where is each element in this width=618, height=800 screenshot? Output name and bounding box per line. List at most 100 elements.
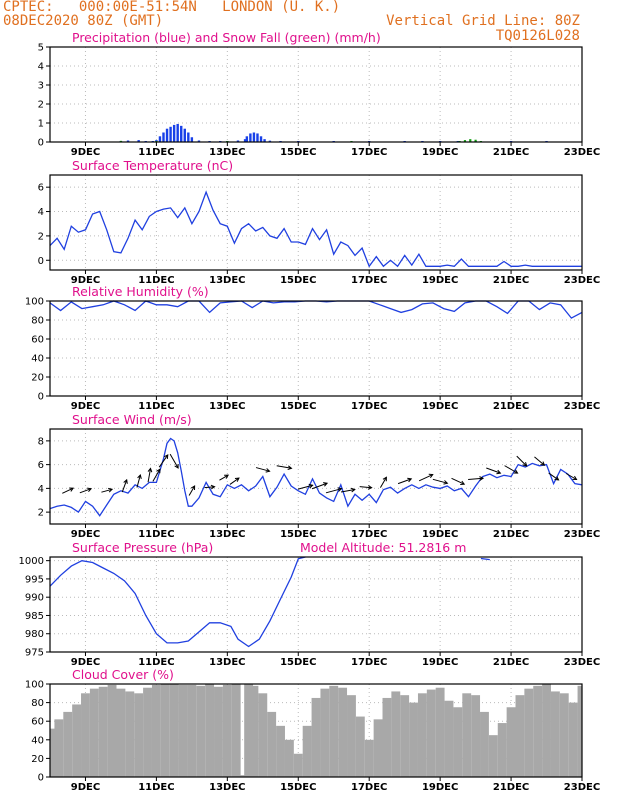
wind-arrow xyxy=(432,478,448,484)
cloud-cover-bar xyxy=(542,684,551,777)
y-tick-label: 4 xyxy=(38,207,44,218)
cloud-cover-bar xyxy=(488,735,498,777)
humidity-line xyxy=(49,300,583,319)
cloud-cover-bar xyxy=(81,693,90,777)
wind-arrow xyxy=(158,454,169,468)
wind-frame xyxy=(49,428,583,525)
wind-arrow-head xyxy=(554,476,560,481)
date-tick-label: 19DEC xyxy=(422,147,458,158)
temperature-frame xyxy=(49,174,583,271)
date-tick-label: 11DEC xyxy=(138,147,174,158)
precipitation-bar xyxy=(259,136,263,142)
cloud-cover-bar xyxy=(187,684,197,777)
cloud-cover-bar xyxy=(284,739,294,777)
cloud-cover-bar xyxy=(276,725,285,777)
wind-arrow-head xyxy=(147,467,153,473)
date-tick-label: 15DEC xyxy=(280,657,316,668)
date-tick-label: 17DEC xyxy=(351,401,387,412)
wind-arrow xyxy=(565,473,577,480)
cloud-cover-bar xyxy=(471,695,481,777)
snowfall-bar xyxy=(463,140,467,142)
wind-arrow-head xyxy=(407,477,413,483)
wind-arrow-head xyxy=(323,482,329,487)
date-tick-label: 9DEC xyxy=(71,782,100,793)
y-tick-label: 6 xyxy=(38,183,44,194)
y-tick-label: 2 xyxy=(38,508,44,519)
wind-arrow xyxy=(136,474,141,488)
wind-arrow xyxy=(418,474,433,482)
wind-arrow xyxy=(188,485,196,496)
cloud-cover-bar xyxy=(355,716,365,777)
date-tick-label: 9DEC xyxy=(71,147,100,158)
date-tick-label: 21DEC xyxy=(493,275,529,286)
humidity-panel: Relative Humidity (%) 0 20 40 60 80 100 9DEC 11D… xyxy=(25,284,600,412)
date-tick-label: 9DEC xyxy=(71,401,100,412)
date-tick-label: 21DEC xyxy=(493,147,529,158)
wind-arrow xyxy=(62,487,74,494)
y-tick-label: 0 xyxy=(38,773,44,784)
cloud-cover-bar xyxy=(550,691,560,777)
cloud-cover-bar xyxy=(373,719,383,777)
date-tick-label: 19DEC xyxy=(422,275,458,286)
y-tick-label: 6 xyxy=(38,460,44,471)
y-tick-label: 20 xyxy=(31,754,44,765)
precipitation-bar xyxy=(165,128,169,142)
wind-arrow-head xyxy=(108,487,114,493)
date-tick-label: 15DEC xyxy=(280,782,316,793)
date-tick-label: 13DEC xyxy=(209,782,245,793)
date-tick-label: 23DEC xyxy=(564,529,600,540)
cloud-cover-bar xyxy=(160,684,170,777)
cloud-title: Cloud Cover (%) xyxy=(72,667,174,682)
precipitation-bar xyxy=(268,140,272,142)
y-tick-label: 0 xyxy=(38,256,44,267)
cloud-cover-bar xyxy=(249,685,259,777)
y-tick-label: 0 xyxy=(38,392,44,403)
pressure-panel: Surface Pressure (hPa) Model Altitude: 51… xyxy=(19,540,601,668)
wind-arrow xyxy=(101,488,113,493)
wind-arrow-head xyxy=(496,469,502,475)
precipitation-bar xyxy=(176,123,179,142)
wind-arrow-head xyxy=(87,487,93,493)
precipitation-bar xyxy=(180,125,183,142)
cloud-cover-bar xyxy=(444,700,454,777)
date-tick-label: 11DEC xyxy=(138,657,174,668)
y-tick-label: 40 xyxy=(31,354,44,365)
cloud-cover-bar xyxy=(54,719,64,777)
y-tick-label: 80 xyxy=(31,316,44,327)
date-tick-label: 17DEC xyxy=(351,529,387,540)
cloud-cover-bar xyxy=(533,685,543,777)
date-tick-label: 21DEC xyxy=(493,782,529,793)
wind-arrow-head xyxy=(337,487,343,492)
wind-arrow xyxy=(468,477,484,481)
cloud-cover-bar xyxy=(497,723,507,777)
y-tick-label: 20 xyxy=(31,373,44,384)
date-tick-label: 23DEC xyxy=(564,275,600,286)
wind-arrow xyxy=(255,467,270,472)
date-tick-label: 23DEC xyxy=(564,401,600,412)
cloud-cover-bar xyxy=(338,687,348,777)
wind-panel: Surface Wind (m/s) 2 4 6 8 9DEC 11DEC 13DEC 15DE… xyxy=(38,412,601,540)
cloud-panel: Cloud Cover (%) 0 20 40 60 80 100 9DEC 11DEC 13DE… xyxy=(25,667,600,793)
y-tick-label: 100 xyxy=(25,297,44,308)
y-tick-label: 60 xyxy=(31,717,44,728)
cloud-cover-bar xyxy=(462,693,472,777)
y-tick-label: 975 xyxy=(25,648,44,659)
date-tick-label: 19DEC xyxy=(422,401,458,412)
cloud-cover-bar xyxy=(231,684,241,777)
wind-arrow-head xyxy=(123,478,128,484)
snowfall-bar xyxy=(469,139,472,142)
cloud-cover-bar xyxy=(506,707,516,777)
y-tick-label: 985 xyxy=(25,611,44,622)
cloud-cover-bar xyxy=(302,725,312,777)
date-tick-label: 11DEC xyxy=(138,782,174,793)
date-tick-label: 11DEC xyxy=(138,401,174,412)
cloud-cover-bar xyxy=(169,684,179,777)
wind-arrow-head xyxy=(163,454,169,459)
wind-arrow xyxy=(359,486,372,489)
date-tick-label: 17DEC xyxy=(351,657,387,668)
precipitation-bar xyxy=(263,139,266,142)
precipitation-bar xyxy=(183,128,186,142)
pressure-frame xyxy=(49,556,583,653)
pressure-line-segment xyxy=(480,557,490,561)
precipitation-bar xyxy=(137,140,140,142)
